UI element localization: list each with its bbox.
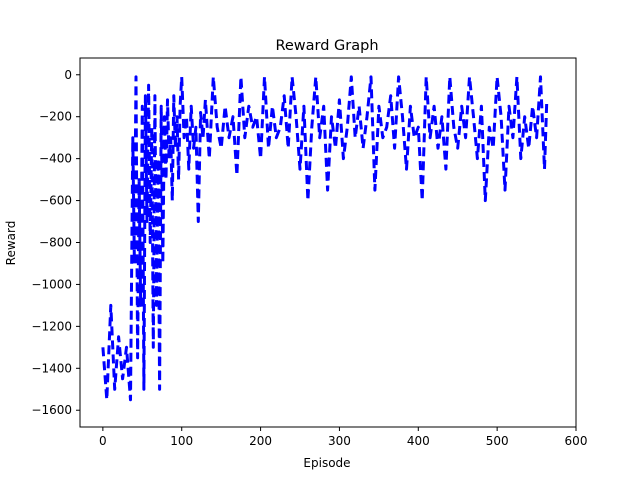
y-tick-label: −1200 [31, 319, 72, 333]
y-tick-label: −200 [39, 110, 72, 124]
x-axis-title: Episode [303, 456, 350, 470]
y-tick-label: −800 [39, 236, 72, 250]
y-tick-label: −1400 [31, 361, 72, 375]
chart-title: Reward Graph [275, 38, 378, 54]
x-tick-label: 600 [565, 434, 588, 448]
axes: 0 100 200 300 400 500 600 0 −200 −400 −600 −800 −100… [31, 57, 588, 448]
y-tick-label: −400 [39, 152, 72, 166]
y-tick-label: −1000 [31, 277, 72, 291]
y-tick-label: 0 [64, 68, 72, 82]
x-tick-label: 100 [170, 434, 193, 448]
y-axis-title: Reward [4, 221, 18, 266]
series-layer [101, 75, 549, 402]
x-tick-label: 200 [249, 434, 272, 448]
x-tick-label: 500 [486, 434, 509, 448]
x-tick-label: 400 [407, 434, 430, 448]
series-line-0 [101, 75, 549, 402]
y-tick-label: −1600 [31, 403, 72, 417]
y-tick-label: −600 [39, 194, 72, 208]
x-tick-label: 300 [328, 434, 351, 448]
x-tick-label: 0 [99, 434, 107, 448]
